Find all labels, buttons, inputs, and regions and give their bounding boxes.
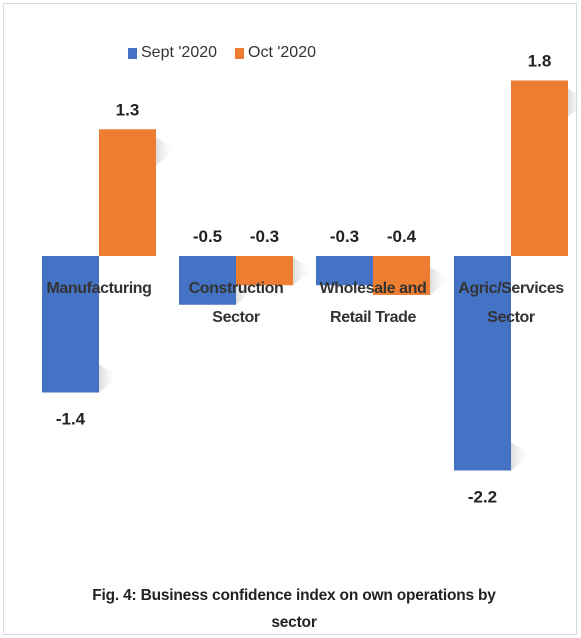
data-label-oct-1: -0.3 [250, 227, 279, 246]
bar-oct-2 [373, 256, 430, 295]
category-label-3-0: Agric/Services [458, 280, 564, 297]
data-label-sept-2: -0.3 [330, 227, 359, 246]
bar-shadow-1-0 [156, 137, 176, 166]
category-label-1-1: Sector [212, 309, 260, 326]
bar-oct-0 [99, 129, 156, 256]
bar-sept-2 [316, 256, 373, 286]
bar-shadow-1-3 [568, 88, 578, 117]
category-label-2-1: Retail Trade [330, 309, 416, 326]
bar-sept-0 [42, 256, 99, 393]
bar-shadow-0-0 [99, 364, 119, 393]
legend-swatch-oct [235, 47, 245, 59]
legend-item-sept: Sept '2020 [128, 44, 217, 62]
bar-sept-1 [179, 256, 236, 305]
data-label-oct-2: -0.4 [387, 227, 417, 246]
bar-oct-1 [236, 256, 293, 286]
category-label-0-0: Manufacturing [46, 280, 151, 297]
legend-label-sept: Sept '2020 [141, 44, 218, 61]
legend-label-oct: Oct '2020 [248, 44, 316, 61]
data-label-oct-0: 1.3 [116, 100, 140, 119]
legend-swatch-sept [128, 47, 137, 59]
category-label-1-0: Construction [189, 280, 284, 297]
bar-shadow-1-2 [430, 267, 450, 295]
data-label-sept-3: -2.2 [468, 488, 497, 507]
data-label-sept-0: -1.4 [56, 410, 86, 429]
caption-line-1: Fig. 4: Business confidence index on own… [92, 587, 496, 604]
bar-oct-3 [511, 80, 568, 256]
bar-shadow-0-3 [511, 442, 531, 471]
chart-legend: Sept '2020 Oct '2020 [128, 44, 316, 62]
category-label-2-0: Wholesale and [320, 280, 427, 297]
chart-frame: -1.4 1.3 Manufacturing -0.5 -0.3 Construction… [3, 3, 578, 636]
bar-sept-3 [454, 256, 511, 471]
chart-caption: Fig. 4: Business confidence index on own… [64, 582, 524, 636]
chart-plot: -1.4 1.3 Manufacturing -0.5 -0.3 Construction… [42, 52, 578, 507]
data-label-oct-3: 1.8 [528, 52, 552, 71]
bar-shadow-1-1 [293, 257, 313, 286]
category-label-3-1: Sector [487, 309, 535, 326]
legend-item-oct: Oct '2020 [235, 44, 316, 62]
caption-line-2: sector [271, 614, 317, 631]
data-label-sept-1: -0.5 [193, 227, 222, 246]
